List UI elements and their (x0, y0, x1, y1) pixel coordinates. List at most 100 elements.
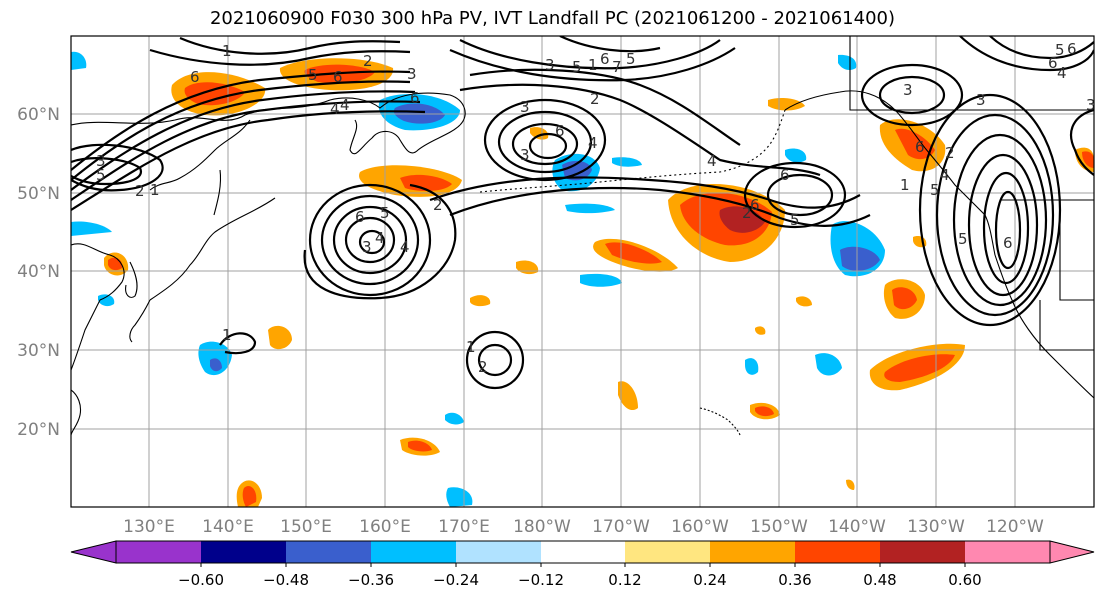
shade-neg-16 (612, 157, 642, 167)
contour-ak-1 (860, 63, 964, 127)
clabel-4: 2 (363, 52, 373, 70)
shade-neg-3b (840, 246, 880, 271)
coast-sakhalin (213, 169, 222, 216)
lon-label: 170°E (438, 517, 490, 537)
contour-labels: 6 5 3 2 1 4 6 5 3 2 4 2 6 4 5 3 3 2 1 6 … (96, 40, 1094, 376)
colorbar-bin (456, 541, 541, 563)
clabel-38: 4 (1057, 64, 1067, 82)
shade-pos-11b (242, 485, 257, 507)
shade-pos-18b (1082, 151, 1094, 168)
lon-label: 160°W (671, 517, 729, 537)
border-canada (849, 36, 1094, 111)
contour-top-3 (559, 36, 661, 53)
contour-low-2 (320, 194, 420, 286)
contour-goa-2 (766, 173, 834, 217)
shade-neg-5 (580, 273, 622, 287)
lon-label: 180°W (513, 517, 571, 537)
shade-pos-16b (755, 406, 774, 417)
clabel-32: 5 (930, 181, 940, 199)
shade-pos-6b (892, 287, 917, 310)
contour-top-1 (459, 39, 721, 70)
clabel-46: 6 (600, 50, 610, 68)
shade-neg-15 (98, 294, 115, 307)
colorbar-bin (795, 541, 880, 563)
clabel-3: 3 (407, 65, 417, 83)
shade-neg-11 (445, 412, 464, 425)
map-frame (70, 35, 1095, 508)
colorbar-bin (965, 541, 1050, 563)
coast-uswest (994, 254, 1094, 399)
contour-ribbon-1 (429, 176, 861, 209)
colorbar-tick-label: 0.36 (778, 571, 811, 589)
lat-axis: 60°N 50°N 40°N 30°N 20°N (17, 105, 60, 440)
contour-top-2 (449, 47, 736, 82)
contour-cp-2 (497, 110, 593, 174)
coast-philippines (71, 389, 82, 436)
contour-jet-4 (71, 100, 421, 201)
contour-topright-2 (989, 36, 1094, 60)
clabel-36: 5 (1055, 41, 1065, 59)
shade-pos-15 (618, 381, 638, 411)
lon-label: 140°W (828, 517, 886, 537)
clabel-5: 1 (222, 42, 232, 60)
map-title: 2021060900 F030 300 hPa PV, IVT Landfall… (209, 8, 896, 29)
clabel-52: 4 (340, 96, 350, 114)
clabel-49: 4 (940, 166, 950, 184)
colorbar-tick-label: −0.12 (518, 571, 564, 589)
contour-small-low-2 (477, 343, 513, 377)
clabel-16: 3 (362, 238, 372, 256)
colorbar-tick-label: −0.24 (433, 571, 479, 589)
shade-pos-1b (184, 82, 245, 106)
lon-label: 150°W (750, 517, 808, 537)
pv-contours (71, 36, 1094, 390)
shade-neg-2b (562, 160, 592, 181)
clabel-19: 1 (588, 56, 598, 74)
shade-neg-14 (71, 221, 112, 236)
clabel-15: 5 (380, 204, 390, 222)
colorbar-frame (115, 540, 1051, 564)
clabel-18: 2 (590, 90, 600, 108)
coast-japan-south (129, 299, 151, 343)
colorbar: −0.60 −0.48 −0.36 −0.24 −0.12 0.12 0.24 … (70, 540, 1095, 589)
clabel-7: 6 (333, 68, 343, 86)
contour-jet-3 (71, 90, 416, 191)
shade-neg-8 (745, 358, 759, 375)
colorbar-bin (710, 541, 795, 563)
clabel-39: 5 (958, 230, 968, 248)
clabel-17: 3 (520, 146, 530, 164)
clabel-22: 4 (588, 134, 598, 152)
coast-okhotsk (149, 119, 251, 191)
colorbar-tick-label: −0.36 (348, 571, 394, 589)
colorbar-bin (625, 541, 710, 563)
clabel-27: 5 (790, 211, 800, 229)
lon-axis: 130°E 140°E 150°E 160°E 170°E 180°W 170°… (123, 517, 1044, 537)
contour-ribbon-4 (469, 68, 741, 146)
colorbar-bin (371, 541, 456, 563)
shade-neg-13 (71, 51, 87, 70)
lon-label: 140°E (202, 517, 254, 537)
lat-label: 20°N (17, 420, 60, 440)
shade-neg-6 (565, 203, 615, 214)
gridlines (71, 36, 1094, 507)
contour-cp-4 (528, 132, 568, 160)
contour-goa-1 (743, 161, 847, 229)
lon-label: 130°E (123, 517, 175, 537)
shade-pos-23 (530, 127, 549, 140)
colorbar-tick-label: 0.12 (608, 571, 641, 589)
contour-w-low-2 (71, 157, 143, 186)
colorbar-tick-label: 0.24 (693, 571, 726, 589)
contour-ne-2 (935, 113, 1055, 317)
contour-jet-5 (71, 110, 426, 211)
coast-alaska (784, 90, 926, 149)
clabel-50: 3 (520, 98, 530, 116)
clabel-21: 5 (572, 58, 582, 76)
clabel-31: 3 (903, 81, 913, 99)
clabel-1: 6 (190, 68, 200, 86)
colorbar-bin (541, 541, 625, 563)
clabel-40: 6 (1003, 234, 1013, 252)
contour-ak-2 (878, 75, 946, 115)
contour-small-low-1 (465, 330, 525, 390)
coast-pac-islands (699, 407, 741, 436)
clabel-42: 2 (478, 358, 488, 376)
colorbar-low-extend (70, 540, 117, 564)
